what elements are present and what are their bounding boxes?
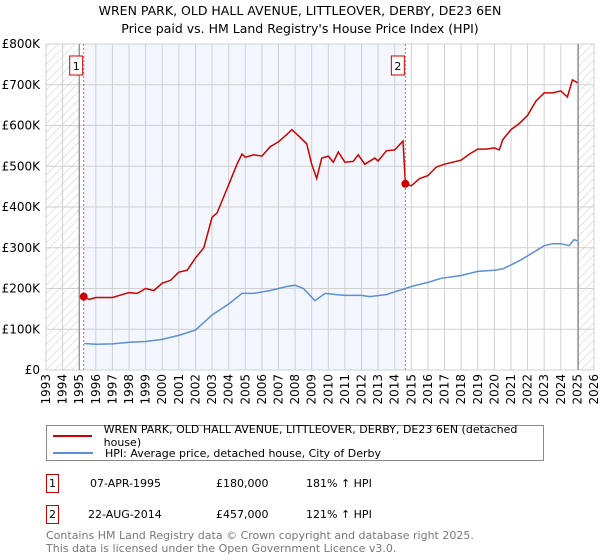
x-tick-label: 2010: [321, 374, 335, 405]
x-tick-label: 2020: [487, 374, 501, 405]
x-tick-label: 2009: [305, 374, 319, 405]
property-price-line: [83, 78, 578, 301]
x-tick-label: 1997: [105, 374, 119, 405]
chart-title: WREN PARK, OLD HALL AVENUE, LITTLEOVER, …: [99, 3, 502, 18]
sale-price: £180,000: [216, 477, 269, 490]
x-tick-label: 2015: [404, 374, 418, 405]
y-tick-label: £600K: [2, 119, 42, 133]
sale-marker-label: 1: [73, 60, 80, 73]
x-tick-label: 2000: [155, 374, 169, 405]
x-tick-label: 2026: [587, 374, 600, 405]
x-tick-label: 2007: [271, 374, 285, 405]
x-tick-label: 2006: [255, 374, 269, 405]
legend-item-hpi: HPI: Average price, detached house, City…: [53, 445, 381, 461]
x-tick-label: 2002: [188, 374, 202, 405]
x-tick-label: 2004: [222, 374, 236, 405]
y-tick-label: £0: [25, 363, 40, 377]
sale-marker-label: 2: [394, 60, 401, 73]
sale-date: 07-APR-1995: [90, 477, 162, 490]
y-tick-label: £800K: [2, 37, 42, 51]
x-tick-label: 2017: [438, 374, 452, 405]
x-tick-label: 1993: [39, 374, 53, 405]
x-tick-label: 2008: [288, 374, 302, 405]
x-tick-label: 2022: [521, 374, 535, 405]
x-tick-label: 2016: [421, 374, 435, 405]
sale-marker-box: [69, 55, 84, 76]
sale-hpi-change: 181% ↑ HPI: [306, 477, 372, 490]
x-tick-label: 2019: [471, 374, 485, 405]
hpi-line: [84, 238, 578, 346]
x-tick-label: 2025: [570, 374, 584, 405]
x-tick-label: 1996: [89, 374, 103, 405]
y-tick-label: £700K: [2, 78, 42, 92]
legend-label: HPI: Average price, detached house, City…: [105, 446, 382, 460]
x-tick-label: 2011: [338, 374, 352, 405]
y-tick-label: £200K: [2, 282, 42, 296]
x-tick-label: 2005: [238, 374, 252, 405]
sale-number-badge: 1: [46, 474, 59, 493]
footer-licence: This data is licensed under the Open Gov…: [46, 542, 397, 555]
legend-swatch: [53, 452, 93, 454]
sale-row: 2 22-AUG-2014 £457,000 121% ↑ HPI: [46, 505, 446, 525]
x-tick-label: 2014: [388, 374, 402, 405]
x-tick-label: 2024: [554, 374, 568, 405]
x-tick-label: 1998: [122, 374, 136, 405]
sale-point: [79, 292, 88, 301]
x-tick-label: 2012: [355, 374, 369, 405]
sale-date: 22-AUG-2014: [88, 508, 162, 521]
x-tick-label: 2003: [205, 374, 219, 405]
y-tick-label: £400K: [2, 200, 42, 214]
legend-item-property: WREN PARK, OLD HALL AVENUE, LITTLEOVER, …: [53, 423, 543, 449]
price-chart: WREN PARK, OLD HALL AVENUE, LITTLEOVER, …: [2, 3, 600, 405]
legend-label: WREN PARK, OLD HALL AVENUE, LITTLEOVER, …: [103, 423, 518, 449]
sale-number-badge: 2: [46, 505, 59, 524]
y-tick-label: £100K: [2, 322, 42, 336]
sale-row: 1 07-APR-1995 £180,000 181% ↑ HPI: [46, 474, 446, 494]
x-tick-label: 2018: [454, 374, 468, 405]
y-tick-label: £300K: [2, 241, 42, 255]
x-tick-label: 2013: [371, 374, 385, 405]
x-tick-label: 2001: [172, 374, 186, 405]
sale-marker-box: [390, 55, 405, 76]
legend: WREN PARK, OLD HALL AVENUE, LITTLEOVER, …: [46, 423, 544, 461]
x-tick-label: 1995: [72, 374, 86, 405]
sale-point: [401, 179, 410, 188]
x-tick-label: 2021: [504, 374, 518, 405]
sale-price: £457,000: [216, 508, 269, 521]
footer-copyright: Contains HM Land Registry data © Crown c…: [46, 529, 474, 542]
x-tick-label: 1999: [139, 374, 153, 405]
chart-subtitle: Price paid vs. HM Land Registry's House …: [121, 21, 478, 36]
x-tick-label: 2023: [537, 374, 551, 405]
x-tick-label: 1994: [56, 374, 70, 405]
footer: Contains HM Land Registry data © Crown c…: [46, 529, 474, 555]
legend-swatch: [53, 435, 92, 437]
y-tick-label: £500K: [2, 159, 42, 173]
sale-hpi-change: 121% ↑ HPI: [306, 508, 372, 521]
